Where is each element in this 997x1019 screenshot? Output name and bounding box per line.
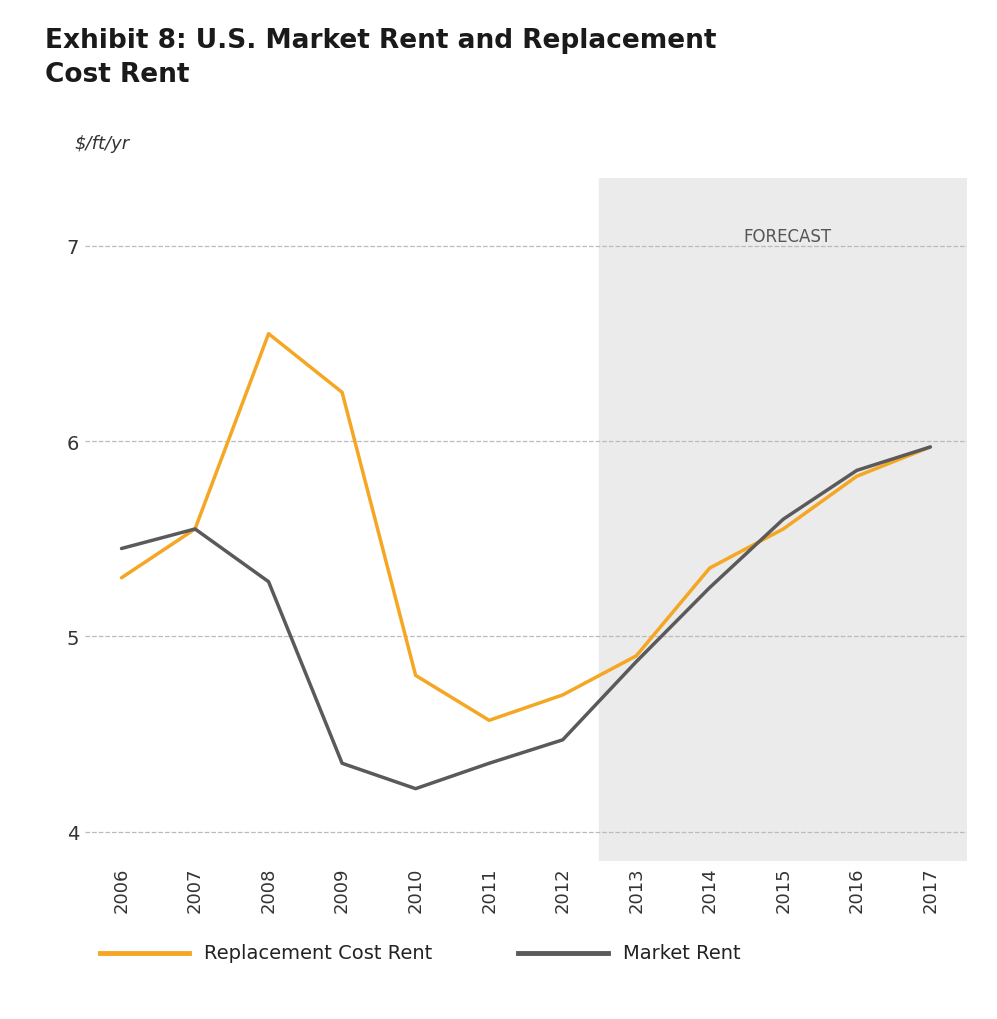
Text: $/ft/yr: $/ft/yr — [75, 135, 130, 153]
Bar — [599, 178, 967, 861]
Text: Replacement Cost Rent: Replacement Cost Rent — [204, 944, 433, 962]
Text: FORECAST: FORECAST — [743, 228, 831, 246]
Text: Exhibit 8: U.S. Market Rent and Replacement
Cost Rent: Exhibit 8: U.S. Market Rent and Replacem… — [45, 28, 717, 88]
Text: Market Rent: Market Rent — [623, 944, 741, 962]
